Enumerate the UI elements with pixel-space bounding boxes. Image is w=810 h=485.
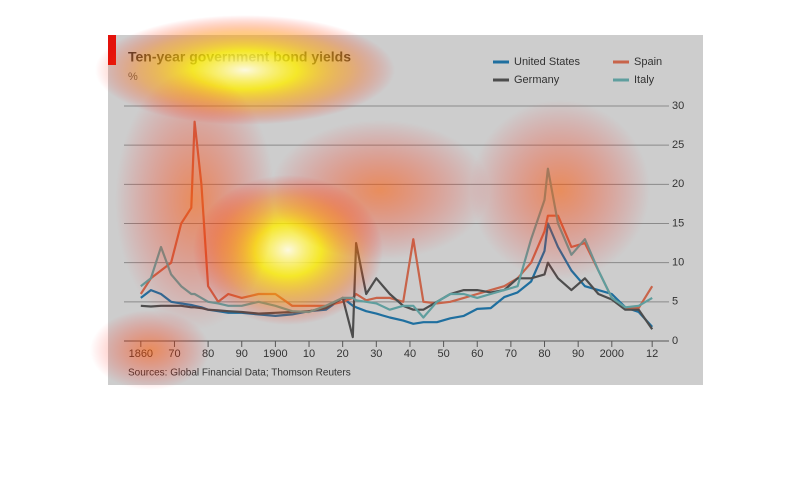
legend-label: Spain [634,56,662,68]
x-tick-label: 90 [572,348,584,360]
legend-label: Italy [634,74,655,86]
x-tick-label: 70 [168,348,180,360]
x-tick-label: 80 [538,348,550,360]
y-tick-label: 5 [672,296,678,308]
brand-mark [108,35,116,65]
chart-background [108,35,703,385]
x-tick-label: 30 [370,348,382,360]
x-tick-label: 20 [337,348,349,360]
x-tick-label: 1860 [129,348,153,360]
x-tick-label: 50 [437,348,449,360]
y-tick-label: 25 [672,139,684,151]
x-tick-label: 70 [505,348,517,360]
x-tick-label: 10 [303,348,315,360]
x-tick-label: 60 [471,348,483,360]
y-tick-label: 10 [672,257,684,269]
y-tick-label: 0 [672,335,678,347]
x-tick-label: 12 [646,348,658,360]
y-axis-label: % [128,71,138,83]
legend-label: United States [514,56,581,68]
x-tick-label: 1900 [263,348,287,360]
chart-title: Ten-year government bond yields [128,49,351,65]
x-tick-label: 40 [404,348,416,360]
legend-label: Germany [514,74,560,86]
x-tick-label: 90 [236,348,248,360]
y-tick-label: 15 [672,217,684,229]
x-tick-label: 2000 [600,348,624,360]
source-note: Sources: Global Financial Data; Thomson … [128,368,351,379]
x-tick-label: 80 [202,348,214,360]
y-tick-label: 20 [672,178,684,190]
y-tick-label: 30 [672,100,684,112]
